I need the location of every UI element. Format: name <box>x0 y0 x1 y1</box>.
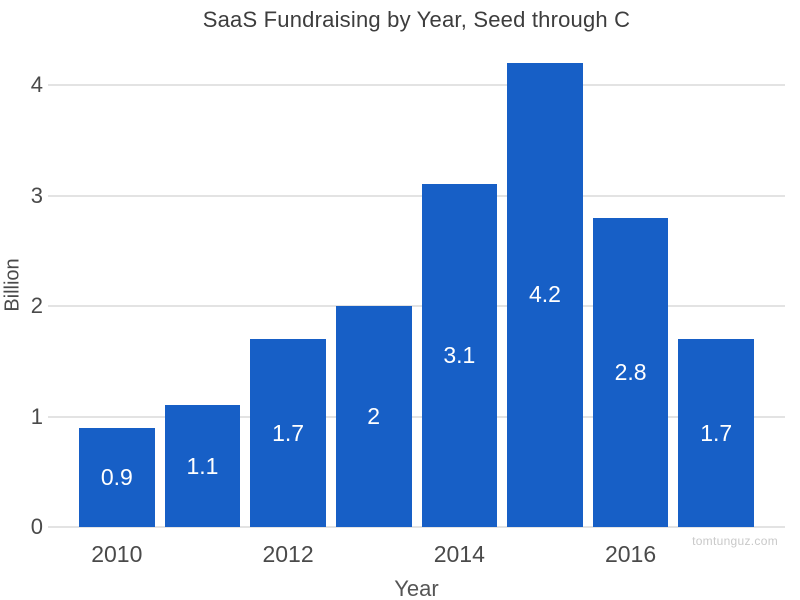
bar-2010: 0.9 <box>79 427 155 527</box>
x-tick-label-2011 <box>165 541 241 568</box>
y-tick-label-4: 4 <box>30 72 43 97</box>
x-axis-title: Year <box>394 576 439 600</box>
gridline-y2 <box>48 305 785 307</box>
gridline-y3 <box>48 194 785 197</box>
bar-value-label: 4.2 <box>528 281 561 308</box>
gridline-y0 <box>48 526 785 528</box>
bar-2014: 3.1 <box>421 184 498 527</box>
x-tick-label-2013 <box>336 541 412 568</box>
bar-2017: 1.7 <box>678 339 754 527</box>
bar-2015: 4.2 <box>507 62 583 527</box>
bar-value-label: 3.1 <box>443 342 476 369</box>
bar-value-label: 1.7 <box>272 419 305 446</box>
x-tick-label-2010: 2010 <box>91 541 143 567</box>
bar-2012: 1.7 <box>250 339 326 527</box>
bar-value-label: 1.1 <box>186 452 219 479</box>
gridline-y1 <box>48 415 785 418</box>
bar-2016: 2.8 <box>592 217 669 527</box>
chart-title: SaaS Fundraising by Year, Seed through C <box>202 7 631 32</box>
x-tick-label-2015 <box>507 541 583 568</box>
y-axis-title: Billion <box>1 258 24 312</box>
x-axis-tick-labels: 2010 2012 2014 2016 <box>48 541 785 568</box>
bar-2013: 2 <box>335 306 412 527</box>
x-tick-label-2012: 2012 <box>262 541 314 567</box>
x-tick-label-2014: 2014 <box>433 541 485 567</box>
bar-value-label: 1.7 <box>700 419 733 446</box>
bar-value-label: 2.8 <box>614 358 647 385</box>
y-tick-label-0: 0 <box>30 514 43 539</box>
bar-value-label: 0.9 <box>100 463 133 490</box>
bar-2011: 1.1 <box>164 405 241 527</box>
plot-area: 0.9 1.1 1.7 2 3.1 4.2 2.8 1.7 2010 2012 2014 2016 … <box>31 47 785 567</box>
y-tick-label-2: 2 <box>30 293 43 318</box>
bar-value-label: 2 <box>367 403 381 429</box>
x-tick-label-2016: 2016 <box>604 541 657 567</box>
watermark: tomtunguz.com <box>692 534 778 548</box>
gridline-y4 <box>48 84 785 86</box>
y-tick-label-3: 3 <box>30 182 43 208</box>
bars-row: 0.9 1.1 1.7 2 3.1 4.2 2.8 1.7 <box>48 47 785 527</box>
y-tick-label-1: 1 <box>30 403 43 429</box>
